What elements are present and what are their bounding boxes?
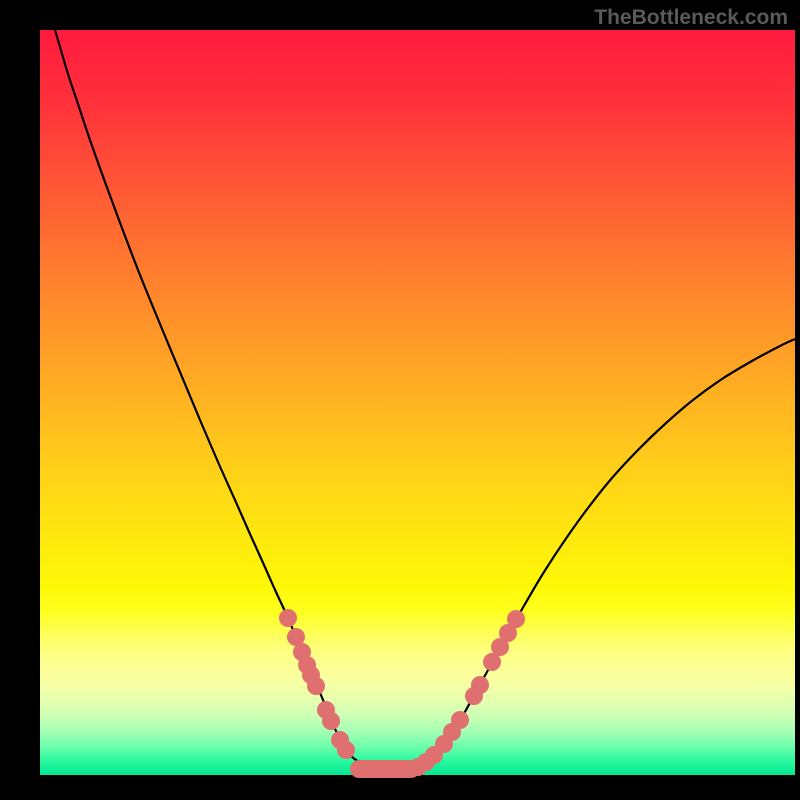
curve-marker (451, 711, 469, 729)
curve-marker (507, 610, 525, 628)
curve-marker (279, 609, 297, 627)
markers-bottom-bar (350, 760, 420, 778)
watermark-label: TheBottleneck.com (594, 6, 788, 30)
curve-marker (337, 741, 355, 759)
plot-background (40, 30, 795, 775)
chart-root: TheBottleneck.com (0, 0, 800, 800)
chart-canvas (0, 0, 800, 800)
curve-marker (322, 712, 340, 730)
curve-marker (471, 676, 489, 694)
curve-marker (307, 677, 325, 695)
